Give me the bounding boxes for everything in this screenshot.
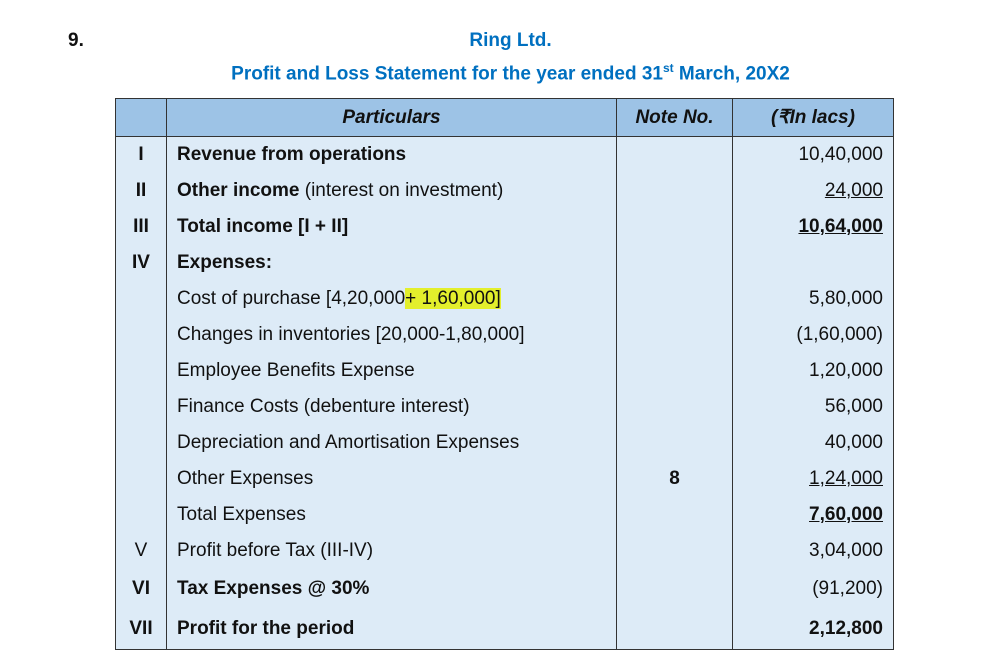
amount: 56,000: [732, 389, 894, 425]
row: III Total income [I + II] 10,64,000: [115, 209, 894, 245]
amount: 40,000: [732, 425, 894, 461]
particulars: Depreciation and Amortisation Expenses: [166, 425, 617, 461]
highlight: + 1,60,000]: [405, 288, 501, 309]
row: Changes in inventories [20,000-1,80,000]…: [115, 317, 894, 353]
particulars: Profit before Tax (III-IV): [166, 533, 617, 569]
particulars: Cost of purchase [4,20,000: [177, 288, 406, 309]
company-name: Ring Ltd.: [469, 30, 552, 51]
row-num: IV: [115, 245, 167, 281]
note: 8: [616, 461, 733, 497]
question-number: 9.: [68, 30, 84, 51]
row: V Profit before Tax (III-IV) 3,04,000: [115, 533, 894, 569]
amount: 5,80,000: [732, 281, 894, 317]
particulars: Total Expenses: [166, 497, 617, 533]
row: II Other income (interest on investment) 2…: [115, 173, 894, 209]
amount: 24,000: [732, 173, 894, 209]
row-num: VI: [115, 569, 167, 609]
amount: 2,12,800: [732, 609, 894, 650]
detail: (interest on investment): [299, 180, 504, 201]
particulars: Tax Expenses @ 30%: [166, 569, 617, 609]
row: Cost of purchase [4,20,000+ 1,60,000] 5,8…: [115, 281, 894, 317]
amount: (91,200): [732, 569, 894, 609]
title-sup: st: [662, 61, 674, 75]
particulars: Other income: [177, 180, 300, 201]
statement-table: Particulars Note No. (₹In lacs) I Revenue…: [115, 98, 894, 650]
header-row: Particulars Note No. (₹In lacs): [115, 98, 894, 137]
row: IV Expenses:: [115, 245, 894, 281]
row: Employee Benefits Expense 1,20,000: [115, 353, 894, 389]
row: Depreciation and Amortisation Expenses 40…: [115, 425, 894, 461]
amount: 1,20,000: [732, 353, 894, 389]
particulars: Employee Benefits Expense: [166, 353, 617, 389]
row: VII Profit for the period 2,12,800: [115, 609, 894, 650]
title-rest: March, 20X2: [673, 63, 790, 85]
row: I Revenue from operations 10,40,000: [115, 136, 894, 173]
particulars: Expenses:: [166, 245, 617, 281]
row: Other Expenses 8 1,24,000: [115, 461, 894, 497]
row: VI Tax Expenses @ 30% (91,200): [115, 569, 894, 609]
particulars-cell: Other income (interest on investment): [166, 173, 617, 209]
column-header: (₹In lacs): [732, 98, 894, 137]
row-num: V: [115, 533, 167, 569]
row: Total Expenses 7,60,000: [115, 497, 894, 533]
amount: 3,04,000: [732, 533, 894, 569]
row-num: I: [115, 136, 167, 173]
particulars: Changes in inventories [20,000-1,80,000]: [166, 317, 617, 353]
particulars: Revenue from operations: [166, 136, 617, 173]
particulars: Other Expenses: [166, 461, 617, 497]
row-num: VII: [115, 609, 167, 650]
particulars-cell: Cost of purchase [4,20,000+ 1,60,000]: [166, 281, 617, 317]
column-header: Particulars: [166, 98, 617, 137]
blank-head: [115, 98, 167, 137]
row-num: III: [115, 209, 167, 245]
particulars: Profit for the period: [166, 609, 617, 650]
title-text: Profit and Loss Statement for the year e…: [231, 63, 663, 85]
amount: (1,60,000): [732, 317, 894, 353]
amount: 10,64,000: [732, 209, 894, 245]
amount: 7,60,000: [732, 497, 894, 533]
statement-title: Profit and Loss Statement for the year e…: [15, 61, 991, 85]
row-num: II: [115, 173, 167, 209]
particulars: Total income [I + II]: [166, 209, 617, 245]
amount: 10,40,000: [732, 136, 894, 173]
amount: 1,24,000: [732, 461, 894, 497]
row: Finance Costs (debenture interest) 56,000: [115, 389, 894, 425]
particulars: Finance Costs (debenture interest): [166, 389, 617, 425]
column-header: Note No.: [616, 98, 733, 137]
